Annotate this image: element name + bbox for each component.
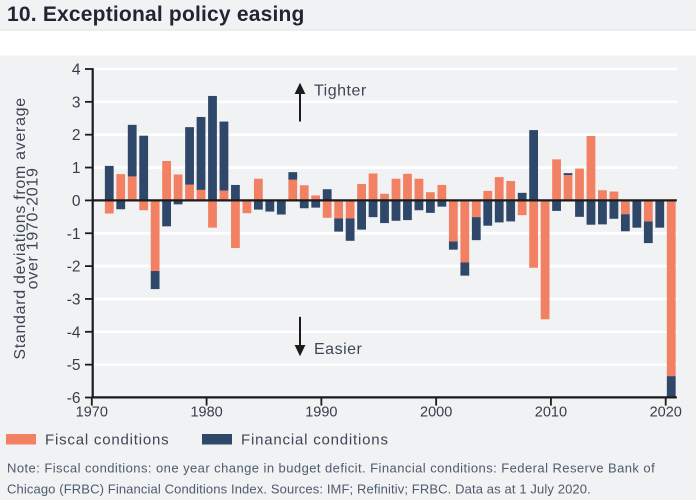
svg-text:10. Exceptional policy easing: 10. Exceptional policy easing xyxy=(7,3,305,26)
svg-text:-5: -5 xyxy=(67,357,81,374)
svg-text:Fiscal conditions: Fiscal conditions xyxy=(45,432,169,449)
svg-text:Financial conditions: Financial conditions xyxy=(241,432,389,449)
svg-text:Note: Fiscal conditions: one y: Note: Fiscal conditions: one year change… xyxy=(7,460,655,475)
svg-text:-4: -4 xyxy=(67,324,81,341)
svg-text:Tighter: Tighter xyxy=(314,82,367,99)
svg-text:-6: -6 xyxy=(67,390,81,407)
svg-text:2: 2 xyxy=(72,127,81,144)
svg-text:Chicago (FRBC) Financial Condi: Chicago (FRBC) Financial Conditions Inde… xyxy=(7,481,591,496)
svg-text:Standard deviations from avera: Standard deviations from average xyxy=(12,97,29,360)
svg-text:4: 4 xyxy=(72,62,81,79)
svg-text:1: 1 xyxy=(72,160,81,177)
svg-text:Easier: Easier xyxy=(314,341,363,358)
svg-text:1970: 1970 xyxy=(76,405,108,421)
svg-text:-3: -3 xyxy=(67,291,81,308)
svg-text:1980: 1980 xyxy=(190,405,222,421)
svg-text:3: 3 xyxy=(72,94,81,111)
svg-text:-2: -2 xyxy=(67,259,81,276)
svg-text:2010: 2010 xyxy=(535,405,567,421)
svg-text:2020: 2020 xyxy=(650,405,682,421)
svg-text:1990: 1990 xyxy=(305,405,337,421)
svg-text:-1: -1 xyxy=(67,226,81,243)
svg-text:0: 0 xyxy=(72,193,81,210)
svg-text:2000: 2000 xyxy=(420,405,452,421)
svg-text:over 1970-2019: over 1970-2019 xyxy=(25,167,42,289)
